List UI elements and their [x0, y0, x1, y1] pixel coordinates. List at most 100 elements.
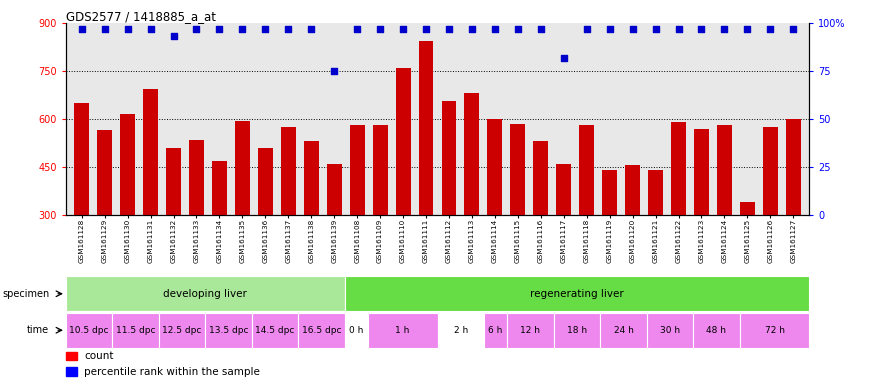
Bar — [205, 313, 252, 348]
Point — [98, 26, 112, 32]
Point — [556, 55, 570, 61]
Bar — [373, 126, 388, 311]
Point — [695, 26, 709, 32]
Point — [534, 26, 548, 32]
Bar — [281, 127, 296, 311]
Text: 6 h: 6 h — [488, 326, 503, 335]
Bar — [66, 352, 77, 360]
Point — [419, 26, 433, 32]
Bar — [442, 101, 457, 311]
Bar — [304, 141, 318, 311]
Point — [304, 26, 318, 32]
Bar — [739, 313, 809, 348]
Point — [488, 26, 502, 32]
Bar — [74, 103, 89, 311]
Bar — [166, 148, 181, 311]
Point — [373, 26, 387, 32]
Text: regenerating liver: regenerating liver — [530, 289, 624, 299]
Point — [166, 33, 180, 40]
Bar — [507, 313, 554, 348]
Bar — [418, 41, 433, 311]
Text: count: count — [84, 351, 114, 361]
Bar — [602, 170, 617, 311]
Bar — [144, 89, 158, 311]
Bar — [740, 202, 755, 311]
Bar — [120, 114, 135, 311]
Bar — [112, 313, 158, 348]
Bar — [66, 313, 112, 348]
Bar — [66, 367, 77, 376]
Bar — [368, 313, 438, 348]
Text: specimen: specimen — [2, 289, 49, 299]
Bar — [534, 141, 549, 311]
Point — [396, 26, 410, 32]
Point — [442, 26, 456, 32]
Text: 2 h: 2 h — [453, 326, 468, 335]
Bar — [345, 276, 809, 311]
Point — [258, 26, 272, 32]
Bar — [465, 93, 480, 311]
Point — [190, 26, 204, 32]
Point — [511, 26, 525, 32]
Bar — [556, 164, 571, 311]
Bar — [66, 276, 345, 311]
Bar — [345, 313, 368, 348]
Point — [763, 26, 777, 32]
Bar — [625, 166, 640, 311]
Text: 48 h: 48 h — [706, 326, 726, 335]
Point — [74, 26, 88, 32]
Bar — [554, 313, 600, 348]
Point — [281, 26, 295, 32]
Bar — [487, 119, 502, 311]
Point — [327, 68, 341, 74]
Point — [740, 26, 754, 32]
Text: 12.5 dpc: 12.5 dpc — [162, 326, 201, 335]
Point — [213, 26, 227, 32]
Point — [787, 26, 801, 32]
Bar — [350, 126, 365, 311]
Text: 11.5 dpc: 11.5 dpc — [116, 326, 155, 335]
Point — [603, 26, 617, 32]
Bar — [693, 313, 739, 348]
Bar — [786, 119, 801, 311]
Point — [144, 26, 158, 32]
Text: 12 h: 12 h — [521, 326, 541, 335]
Bar — [579, 126, 594, 311]
Bar — [212, 161, 227, 311]
Text: 0 h: 0 h — [349, 326, 363, 335]
Bar — [671, 122, 686, 311]
Text: 72 h: 72 h — [765, 326, 785, 335]
Text: 24 h: 24 h — [613, 326, 634, 335]
Point — [350, 26, 364, 32]
Bar — [298, 313, 345, 348]
Text: 13.5 dpc: 13.5 dpc — [208, 326, 248, 335]
Bar — [158, 313, 205, 348]
Text: GDS2577 / 1418885_a_at: GDS2577 / 1418885_a_at — [66, 10, 215, 23]
Point — [671, 26, 685, 32]
Bar — [189, 140, 204, 311]
Point — [465, 26, 479, 32]
Text: 10.5 dpc: 10.5 dpc — [69, 326, 108, 335]
Text: percentile rank within the sample: percentile rank within the sample — [84, 367, 260, 377]
Text: time: time — [27, 325, 49, 335]
Bar — [763, 127, 778, 311]
Bar — [510, 124, 525, 311]
Bar — [694, 129, 709, 311]
Point — [235, 26, 249, 32]
Text: 16.5 dpc: 16.5 dpc — [302, 326, 341, 335]
Text: developing liver: developing liver — [163, 289, 247, 299]
Bar — [97, 130, 112, 311]
Bar — [648, 170, 663, 311]
Point — [626, 26, 640, 32]
Text: 1 h: 1 h — [396, 326, 410, 335]
Point — [718, 26, 732, 32]
Bar — [234, 121, 250, 311]
Bar — [396, 68, 410, 311]
Bar — [484, 313, 508, 348]
Bar — [326, 164, 341, 311]
Point — [121, 26, 135, 32]
Bar — [600, 313, 647, 348]
Bar — [438, 313, 484, 348]
Point — [580, 26, 594, 32]
Text: 18 h: 18 h — [567, 326, 587, 335]
